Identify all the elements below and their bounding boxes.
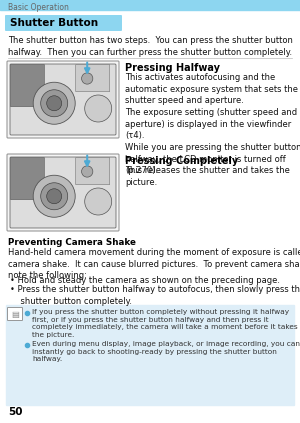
Circle shape <box>47 96 62 111</box>
FancyBboxPatch shape <box>5 15 122 31</box>
Text: Pressing Completely: Pressing Completely <box>125 156 238 166</box>
Text: Shutter Button: Shutter Button <box>10 18 98 28</box>
FancyBboxPatch shape <box>7 154 119 231</box>
FancyBboxPatch shape <box>11 64 44 107</box>
Text: This releases the shutter and takes the
picture.: This releases the shutter and takes the … <box>125 166 290 187</box>
FancyBboxPatch shape <box>76 64 110 92</box>
Text: The shutter button has two steps.  You can press the shutter button
halfway.  Th: The shutter button has two steps. You ca… <box>8 36 293 57</box>
Circle shape <box>41 90 68 117</box>
FancyBboxPatch shape <box>8 308 22 321</box>
Text: ▤: ▤ <box>11 310 19 319</box>
Circle shape <box>82 73 93 84</box>
Text: • Press the shutter button halfway to autofocus, then slowly press the
    shutt: • Press the shutter button halfway to au… <box>10 285 300 306</box>
Circle shape <box>82 166 93 177</box>
FancyBboxPatch shape <box>10 157 116 228</box>
Text: Basic Operation: Basic Operation <box>8 3 69 11</box>
Circle shape <box>85 95 112 122</box>
Text: 50: 50 <box>8 407 22 417</box>
FancyBboxPatch shape <box>76 157 110 185</box>
Bar <box>0 0 300 10</box>
Text: Preventing Camera Shake: Preventing Camera Shake <box>8 238 136 247</box>
Text: Hand-held camera movement during the moment of exposure is called
camera shake. : Hand-held camera movement during the mom… <box>8 248 300 280</box>
Text: If you press the shutter button completely without pressing it halfway
first, or: If you press the shutter button complete… <box>32 309 298 338</box>
Text: Even during menu display, image playback, or image recording, you can
instantly : Even during menu display, image playback… <box>32 341 300 363</box>
Text: Pressing Halfway: Pressing Halfway <box>125 63 220 73</box>
Circle shape <box>33 82 75 124</box>
Circle shape <box>47 189 62 204</box>
Circle shape <box>41 183 68 210</box>
Bar <box>6 305 294 405</box>
FancyBboxPatch shape <box>10 64 116 135</box>
FancyBboxPatch shape <box>7 61 119 138</box>
FancyBboxPatch shape <box>11 157 44 200</box>
Circle shape <box>85 188 112 215</box>
Circle shape <box>33 175 75 217</box>
Text: • Hold and steady the camera as shown on the preceding page.: • Hold and steady the camera as shown on… <box>10 276 280 285</box>
Text: This activates autofocusing and the
automatic exposure system that sets the
shut: This activates autofocusing and the auto… <box>125 73 300 175</box>
